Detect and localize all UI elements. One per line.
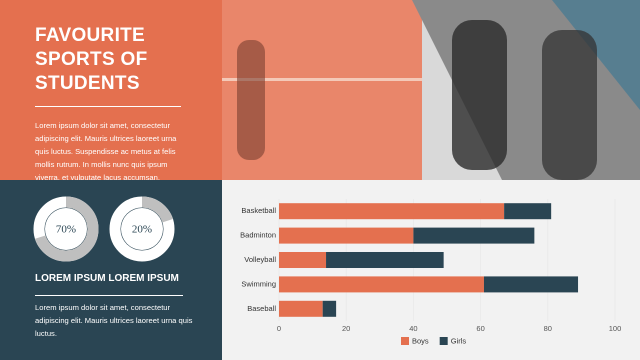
donut-label: 70% [56,224,76,236]
donut-center [45,208,87,250]
donut-arc [33,196,99,262]
x-tick-label: 60 [476,324,484,333]
y-tick-label: Baseball [247,304,276,313]
x-tick-label: 40 [409,324,417,333]
bar [483,276,579,293]
y-tick-label: Volleyball [244,255,276,264]
bar [504,203,552,220]
stats-panel: 70% 20% LOREM IPSUM LOREM IPSUM Lorem ips… [0,180,222,360]
chart: 0 20 40 60 80 100 Basketball Badminton Volleybal… [240,199,622,345]
intro-text: Lorem ipsum dolor sit amet, consectetur … [35,121,177,182]
legend-swatch [439,337,448,345]
legend-swatch [401,337,409,345]
x-tick-label: 100 [609,324,622,333]
bar [279,276,484,293]
bar [326,252,444,268]
y-tick-label: Swimming [241,279,276,288]
bar [279,227,414,244]
donut-arc [109,196,175,262]
donut-label: 20% [132,224,152,236]
donut-center [121,208,163,250]
bar [322,300,337,317]
intro-panel: FAVOURITE SPORTS OF STUDENTS Lorem ipsum… [0,0,222,182]
photo [222,0,640,180]
title: FAVOURITE SPORTS OF STUDENTS [35,25,148,94]
bar [279,300,323,317]
y-tick-label: Basketball [241,206,276,215]
subheading: LOREM IPSUM LOREM IPSUM [35,273,179,284]
bar [413,227,535,244]
x-tick-label: 0 [277,324,281,333]
x-tick-label: 20 [342,324,350,333]
y-tick-label: Badminton [240,231,276,240]
body-text: Lorem ipsum dolor sit amet, consectetur … [35,303,193,338]
donuts: 70% 20% [33,196,175,262]
legend-label: Boys [412,336,429,345]
legend-label: Girls [451,336,467,345]
x-tick-label: 80 [544,324,552,333]
bar [279,252,327,268]
bar [279,203,505,220]
